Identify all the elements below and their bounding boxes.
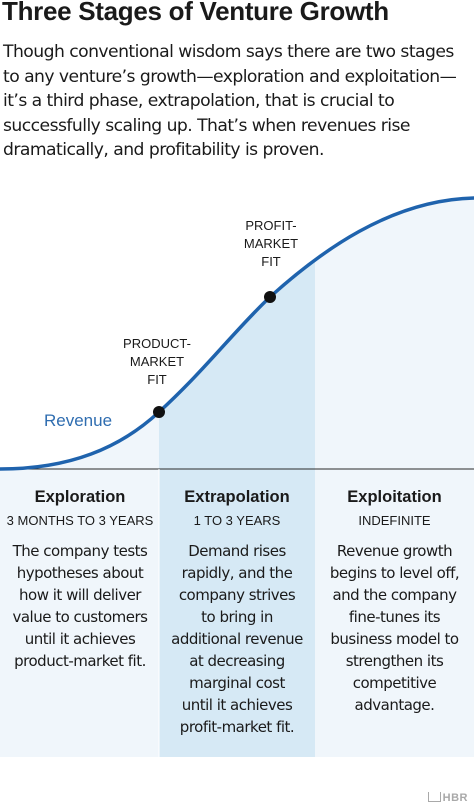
description-line: Demand rises — [188, 542, 286, 560]
description-line: company strives — [178, 586, 296, 604]
description-line: until it achieves — [24, 630, 136, 648]
stage-description: Demand rises rapidly, and the company st… — [159, 540, 315, 738]
description-line: Revenue growth — [336, 542, 453, 560]
description-line: how it will deliver — [19, 586, 141, 604]
milestone-label-product-market-fit: PRODUCT- MARKET FIT — [123, 336, 191, 387]
description-line: begins to level off, — [329, 564, 460, 582]
milestone-label-line: PROFIT- — [245, 218, 296, 233]
page-subtitle: Though conventional wisdom says there ar… — [3, 42, 457, 160]
milestone-label-line: MARKET — [130, 354, 184, 369]
stage-name: Exploration — [34, 488, 126, 506]
stage-duration: 1 TO 3 YEARS — [193, 513, 281, 528]
description-line: advantage. — [354, 696, 435, 714]
hbr-logo: HBR — [427, 792, 468, 804]
milestone-label-line: MARKET — [244, 236, 298, 251]
milestone-dot-profit-market-fit — [264, 291, 276, 303]
description-line: at decreasing — [189, 652, 285, 670]
series-label-revenue: Revenue — [44, 411, 112, 430]
stage-description: The company tests hypotheses about how i… — [0, 540, 160, 672]
stage-name: Exploitation — [347, 488, 442, 506]
description-line: The company tests — [12, 542, 148, 560]
description-line: product-market fit. — [14, 652, 146, 670]
description-line: profit-market fit. — [179, 718, 295, 736]
milestone-label-line: FIT — [261, 254, 281, 269]
stage-description: Revenue growth begins to level off, and … — [315, 540, 474, 716]
description-line: value to customers — [12, 608, 148, 626]
description-line: business model to — [330, 630, 459, 648]
description-line: strengthen its — [345, 652, 444, 670]
description-line: competitive — [352, 674, 437, 692]
stage-exploration: Exploration 3 MONTHS TO 3 YEARS The comp… — [0, 488, 160, 672]
revenue-chart: Revenue PRODUCT- MARKET FIT PROFIT- MARK… — [0, 190, 474, 757]
milestone-label-profit-market-fit: PROFIT- MARKET FIT — [244, 218, 298, 269]
description-line: to bring in — [201, 608, 273, 626]
milestone-label-line: PRODUCT- — [123, 336, 191, 351]
description-line: hypotheses about — [16, 564, 144, 582]
stage-duration: 3 MONTHS TO 3 YEARS — [6, 513, 154, 528]
description-line: rapidly, and the — [181, 564, 293, 582]
revenue-curve — [0, 196, 474, 471]
stage-name: Extrapolation — [184, 488, 290, 506]
stage-duration: INDEFINITE — [358, 513, 431, 528]
description-line: additional revenue — [171, 630, 303, 648]
description-line: fine-tunes its — [348, 608, 441, 626]
stage-exploitation: Exploitation INDEFINITE Revenue growth b… — [315, 488, 474, 716]
hbr-logo-text: HBR — [442, 792, 468, 804]
band-exploitation — [315, 190, 474, 757]
description-line: until it achieves — [181, 696, 293, 714]
description-line: marginal cost — [189, 674, 285, 692]
milestone-label-line: FIT — [147, 372, 167, 387]
description-line: and the company — [332, 586, 457, 604]
stage-extrapolation: Extrapolation 1 TO 3 YEARS Demand rises … — [159, 488, 315, 738]
page-title: Three Stages of Venture Growth — [2, 0, 389, 26]
milestone-dot-product-market-fit — [153, 406, 165, 418]
hbr-mark-icon — [427, 792, 441, 802]
